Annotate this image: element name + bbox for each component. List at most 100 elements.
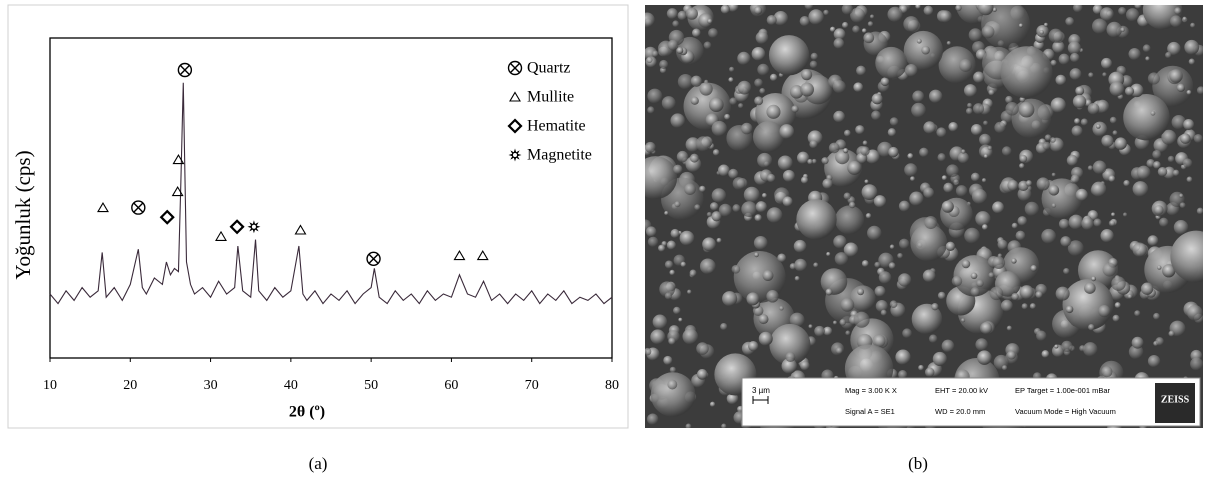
sem-particle <box>1106 21 1123 38</box>
sem-particle <box>661 96 676 111</box>
marker-part <box>215 230 227 241</box>
legend-label: Magnetite <box>527 147 592 164</box>
sem-particle <box>789 85 804 99</box>
sem-particle <box>1134 5 1142 9</box>
sem-particle <box>1147 235 1159 246</box>
sem-particle <box>849 285 876 312</box>
sem-particle <box>782 169 795 182</box>
sem-particle <box>672 20 680 28</box>
sem-particle <box>833 235 847 249</box>
x-tick-label: 60 <box>444 378 458 393</box>
sem-particle <box>1088 324 1095 331</box>
sem-particle <box>1019 163 1025 169</box>
sem-particle <box>1017 187 1032 202</box>
sem-particle <box>1101 366 1113 378</box>
marker-part <box>509 62 521 74</box>
sem-particle <box>1011 258 1017 264</box>
sem-particle <box>941 339 955 353</box>
sem-particle <box>694 204 701 211</box>
sem-particle <box>860 146 870 156</box>
marker-part <box>97 202 109 213</box>
sem-particle <box>1072 5 1083 13</box>
sem-particle <box>829 26 836 32</box>
marker-part <box>177 62 193 78</box>
phase-marker <box>453 250 466 261</box>
sem-particle <box>875 299 888 313</box>
sem-particle <box>1161 129 1177 145</box>
sem-particle <box>673 306 681 315</box>
sem-particle <box>835 347 843 355</box>
sem-particle <box>707 18 713 24</box>
sem-particle <box>727 5 739 12</box>
legend-label: Mullite <box>527 89 574 106</box>
sem-particle <box>650 372 696 417</box>
sem-particle <box>867 21 874 27</box>
sem-particle <box>712 149 720 156</box>
sem-particle <box>834 205 865 235</box>
sem-particle <box>752 121 785 153</box>
sem-particle <box>1186 89 1192 95</box>
sem-particle <box>1193 133 1203 143</box>
sem-particle <box>968 28 983 42</box>
sem-particle <box>1170 230 1203 283</box>
phase-marker <box>177 62 193 78</box>
sem-particle <box>754 214 762 222</box>
sem-particle <box>888 146 899 158</box>
x-tick-label: 20 <box>123 378 137 393</box>
sem-image <box>645 5 1203 428</box>
sem-particle <box>699 185 706 193</box>
sem-particle <box>711 211 722 222</box>
sem-particle <box>781 358 797 374</box>
sem-particle <box>809 140 818 149</box>
sem-particle <box>664 260 674 269</box>
sem-particle <box>1187 305 1203 321</box>
sem-particle <box>754 252 759 258</box>
sem-particle <box>773 11 789 26</box>
legend-label: Hematite <box>527 118 586 135</box>
sem-particle <box>904 63 918 77</box>
sem-particle <box>1171 114 1186 130</box>
sem-particle <box>1091 18 1108 34</box>
sem-particle <box>761 192 767 198</box>
sem-particle <box>946 164 959 178</box>
sem-particle <box>751 46 766 61</box>
sem-particle <box>843 242 859 257</box>
sem-particle <box>1114 137 1127 150</box>
sem-particle <box>889 117 899 126</box>
sem-particle <box>965 107 973 115</box>
sem-particle <box>782 196 793 207</box>
sem-particle <box>1098 304 1111 318</box>
sem-particle <box>673 164 683 175</box>
sem-particle <box>1055 286 1070 301</box>
sem-particle <box>663 355 673 365</box>
sem-particle <box>645 156 678 200</box>
sem-particle <box>1063 267 1070 275</box>
sem-particle <box>1092 121 1108 137</box>
sem-particle <box>970 172 980 182</box>
sem-particle <box>1007 179 1019 191</box>
sem-particle <box>722 291 738 307</box>
sem-particle <box>1058 53 1070 65</box>
sem-particle <box>970 272 978 280</box>
sem-particle <box>709 401 716 407</box>
sem-particle <box>1153 312 1160 320</box>
sem-particle <box>729 97 738 106</box>
sem-particle <box>1136 165 1151 180</box>
sem-particle <box>828 142 840 154</box>
x-axis-label: 2θ (º) <box>289 404 325 421</box>
sem-particle <box>871 93 883 105</box>
sem-particle <box>689 269 697 277</box>
sem-particle <box>931 303 939 311</box>
sem-particle <box>668 337 676 345</box>
sem-particle <box>1112 130 1118 136</box>
sem-particle <box>1102 262 1117 277</box>
sem-particle <box>880 77 890 87</box>
sem-particle <box>801 69 813 81</box>
sem-particle <box>1081 217 1094 230</box>
sem-particle <box>833 320 838 325</box>
sem-particle <box>1122 212 1128 217</box>
sem-particle <box>652 314 668 330</box>
sem-particle <box>919 147 929 158</box>
sem-particle <box>679 230 695 246</box>
sem-particle <box>1006 350 1016 360</box>
